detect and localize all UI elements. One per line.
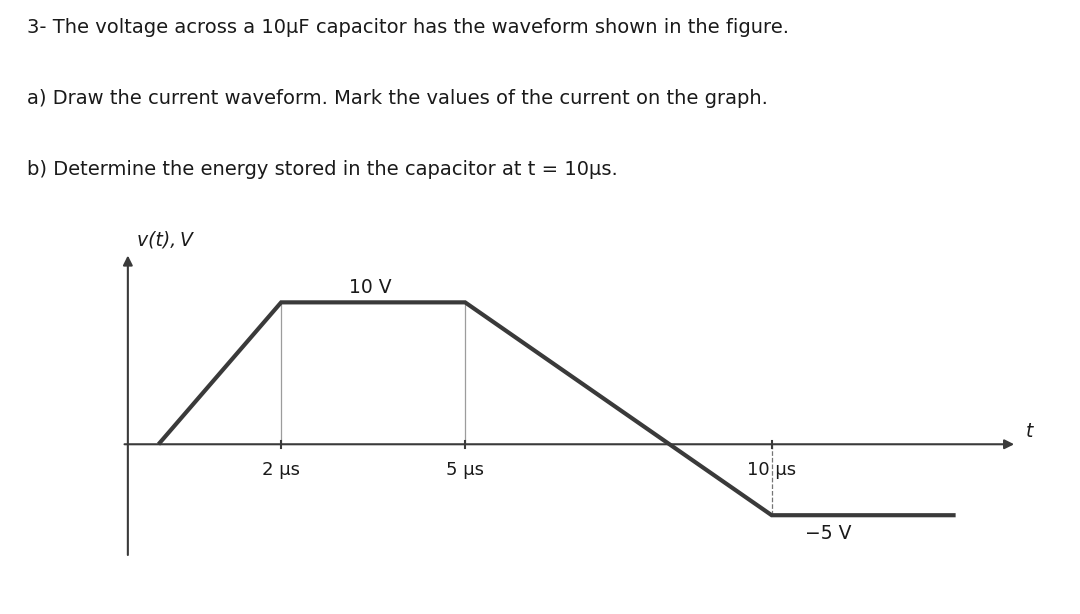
Text: a) Draw the current waveform. Mark the values of the current on the graph.: a) Draw the current waveform. Mark the v… [27,89,768,108]
Text: −5 V: −5 V [806,524,852,543]
Text: 10 μs: 10 μs [747,461,796,480]
Text: t: t [1026,422,1034,441]
Text: 10 V: 10 V [349,278,391,297]
Text: 5 μs: 5 μs [446,461,484,480]
Text: v(t), V: v(t), V [137,231,193,250]
Text: 3- The voltage across a 10μF capacitor has the waveform shown in the figure.: 3- The voltage across a 10μF capacitor h… [27,18,789,37]
Text: b) Determine the energy stored in the capacitor at t = 10μs.: b) Determine the energy stored in the ca… [27,160,618,179]
Text: 2 μs: 2 μs [262,461,300,480]
